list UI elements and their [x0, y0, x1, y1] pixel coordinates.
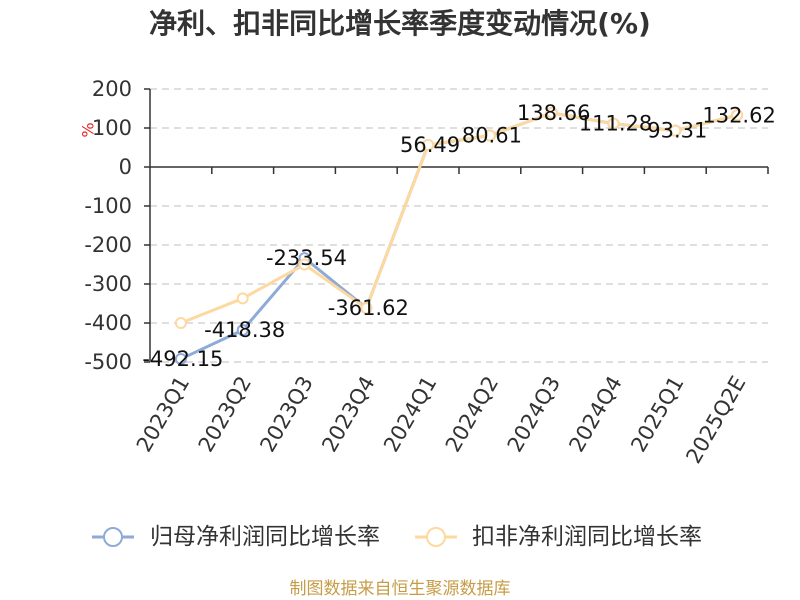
- data-label: 138.66: [517, 101, 590, 125]
- data-point: [422, 138, 435, 151]
- data-label: 132.62: [702, 103, 775, 127]
- legend-circle-icon: [426, 527, 446, 547]
- x-tick-label: 2024Q3: [503, 372, 565, 456]
- data-point: [174, 352, 187, 365]
- data-point: [298, 258, 311, 271]
- y-tick-label: -100: [84, 194, 132, 218]
- data-label: 80.61: [462, 124, 522, 148]
- gridlines: [150, 88, 768, 363]
- series-line-2: [180, 111, 738, 325]
- y-unit-label: %: [79, 122, 98, 137]
- legend-label-deducted-profit: 扣非净利润同比增长率: [472, 524, 702, 550]
- series-markers-2: [174, 106, 744, 329]
- y-tick-label: 0: [119, 155, 132, 179]
- data-point: [669, 124, 682, 137]
- y-tick-label: -500: [84, 350, 132, 374]
- data-label: 111.28: [579, 112, 652, 136]
- x-tick-label: 2024Q4: [564, 372, 626, 456]
- chart-title: 净利、扣非同比增长率季度变动情况(%): [149, 7, 651, 40]
- y-tick-label: 200: [92, 77, 132, 101]
- legend-item-net-profit: 归母净利润同比增长率: [92, 524, 380, 550]
- series-line: [180, 111, 738, 325]
- data-point: [607, 117, 620, 130]
- legend-label-net-profit: 归母净利润同比增长率: [150, 524, 380, 550]
- legend-item-deducted-profit: 扣非净利润同比增长率: [415, 524, 702, 550]
- data-point: [360, 302, 373, 315]
- y-tick-label: -200: [84, 233, 132, 257]
- data-point: [236, 324, 249, 337]
- x-tick-label: 2023Q1: [132, 372, 194, 456]
- y-tick-label: 100: [92, 116, 132, 140]
- x-tick-label: 2025Q2E: [681, 372, 750, 468]
- x-tick-label: 2024Q2: [441, 372, 503, 456]
- x-tick-label: 2024Q1: [379, 372, 441, 456]
- data-label: -492.15: [142, 347, 223, 371]
- legend: 归母净利润同比增长率 扣非净利润同比增长率: [92, 524, 702, 550]
- data-point: [483, 129, 496, 142]
- series-layer: [174, 106, 744, 365]
- x-tick-label: 2025Q1: [626, 372, 688, 456]
- data-label: -418.38: [204, 318, 285, 342]
- x-tick-label: 2023Q3: [255, 372, 317, 456]
- x-tick-label: 2023Q4: [317, 372, 379, 456]
- y-axis: 200 100 0 -100 -200 -300 -400 -500: [84, 77, 151, 374]
- data-point: [731, 109, 744, 122]
- data-point: [545, 106, 558, 119]
- source-note: 制图数据来自恒生聚源数据库: [290, 579, 511, 599]
- data-label: -361.62: [328, 296, 409, 320]
- data-label: 93.31: [647, 119, 707, 143]
- data-point: [174, 317, 187, 329]
- y-tick-label: -300: [84, 272, 132, 296]
- data-label: -233.54: [266, 246, 347, 270]
- legend-circle-icon: [103, 527, 123, 547]
- data-label: 56.49: [400, 133, 460, 157]
- x-tick-label: 2023Q2: [194, 372, 256, 456]
- y-tick-label: -400: [84, 311, 132, 335]
- data-point: [236, 292, 249, 305]
